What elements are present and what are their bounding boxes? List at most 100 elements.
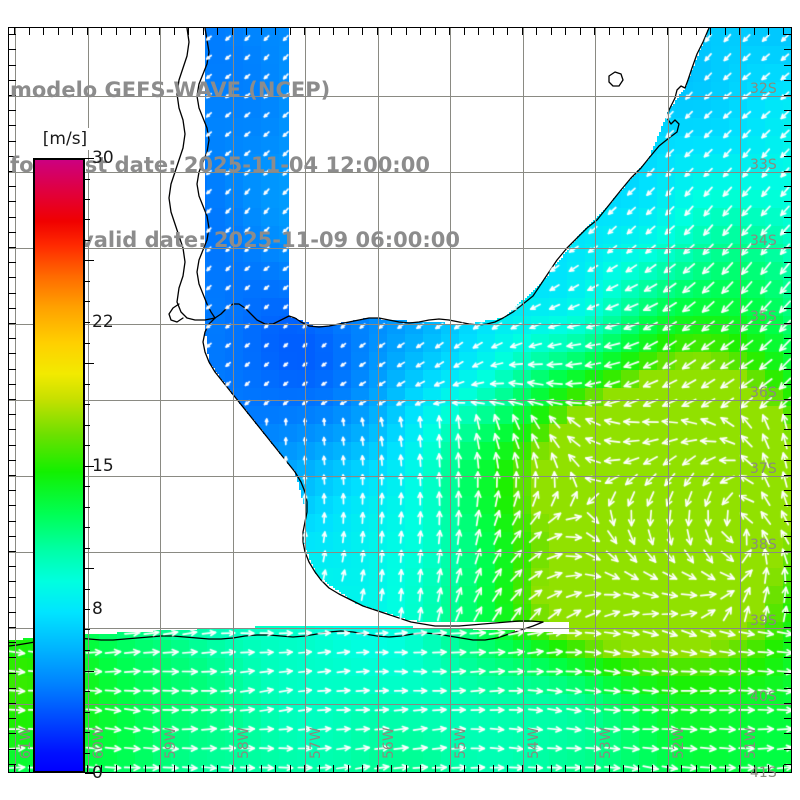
- tick-right: [784, 612, 792, 613]
- tick-bottom: [203, 765, 204, 773]
- tick-left: [8, 505, 16, 506]
- tick-bottom: [275, 765, 276, 773]
- tick-top: [145, 27, 146, 35]
- grid-line-parallel: [9, 628, 791, 629]
- colorbar-minor-tick: [85, 753, 90, 754]
- tick-bottom: [638, 765, 639, 773]
- tick-top: [217, 27, 218, 35]
- tick-right: [784, 95, 792, 96]
- tick-right: [784, 688, 792, 689]
- tick-bottom: [435, 765, 436, 773]
- tick-left: [8, 110, 16, 111]
- tick-right: [784, 703, 792, 704]
- colorbar-minor-tick: [85, 773, 94, 774]
- tick-left: [8, 323, 16, 324]
- tick-right: [784, 764, 792, 765]
- tick-left: [8, 125, 16, 126]
- tick-right: [784, 186, 792, 187]
- colorbar-minor-tick: [85, 179, 90, 180]
- tick-right: [784, 369, 792, 370]
- tick-bottom: [449, 765, 450, 773]
- tick-right: [784, 308, 792, 309]
- tick-bottom: [246, 765, 247, 773]
- tick-top: [116, 27, 117, 35]
- tick-left: [8, 657, 16, 658]
- colorbar-minor-tick: [85, 322, 90, 323]
- colorbar-minor-tick: [85, 671, 94, 672]
- tick-top: [464, 27, 465, 35]
- tick-right: [784, 551, 792, 552]
- tick-top: [246, 27, 247, 35]
- tick-top: [29, 27, 30, 35]
- tick-left: [8, 673, 16, 674]
- tick-right: [784, 110, 792, 111]
- colorbar-minor-tick: [85, 404, 90, 405]
- tick-bottom: [116, 765, 117, 773]
- tick-right: [784, 581, 792, 582]
- colorbar-minor-tick: [85, 732, 90, 733]
- tick-top: [696, 27, 697, 35]
- grid-line-parallel: [9, 172, 791, 173]
- colorbar-unit-label: [m/s]: [32, 128, 98, 150]
- tick-left: [8, 597, 16, 598]
- colorbar-minor-tick: [85, 343, 90, 344]
- tick-right: [784, 384, 792, 385]
- tick-left: [8, 703, 16, 704]
- tick-left: [8, 141, 16, 142]
- tick-right: [784, 627, 792, 628]
- tick-left: [8, 95, 16, 96]
- colorbar-minor-tick: [85, 527, 90, 528]
- tick-bottom: [304, 765, 305, 773]
- colorbar-value-label: 30: [92, 148, 114, 168]
- tick-right: [784, 673, 792, 674]
- tick-left: [8, 627, 16, 628]
- tick-left: [8, 429, 16, 430]
- tick-bottom: [377, 765, 378, 773]
- grid-line-parallel: [9, 476, 791, 477]
- tick-top: [377, 27, 378, 35]
- tick-left: [8, 384, 16, 385]
- tick-bottom: [159, 765, 160, 773]
- tick-bottom: [145, 765, 146, 773]
- tick-bottom: [130, 765, 131, 773]
- tick-bottom: [536, 765, 537, 773]
- tick-bottom: [217, 765, 218, 773]
- tick-top: [130, 27, 131, 35]
- tick-right: [784, 217, 792, 218]
- tick-top: [420, 27, 421, 35]
- tick-bottom: [783, 765, 784, 773]
- tick-top: [493, 27, 494, 35]
- tick-bottom: [710, 765, 711, 773]
- colorbar-minor-tick: [85, 466, 94, 467]
- tick-right: [784, 49, 792, 50]
- tick-right: [784, 566, 792, 567]
- tick-left: [8, 65, 16, 66]
- colorbar-minor-tick: [85, 691, 90, 692]
- tick-left: [8, 642, 16, 643]
- tick-right: [784, 642, 792, 643]
- tick-top: [783, 27, 784, 35]
- tick-left: [8, 490, 16, 491]
- tick-top: [536, 27, 537, 35]
- tick-bottom: [522, 765, 523, 773]
- tick-top: [565, 27, 566, 35]
- grid-line-parallel: [9, 400, 791, 401]
- tick-top: [319, 27, 320, 35]
- tick-bottom: [319, 765, 320, 773]
- tick-top: [174, 27, 175, 35]
- tick-top: [609, 27, 610, 35]
- tick-left: [8, 217, 16, 218]
- tick-bottom: [493, 765, 494, 773]
- tick-top: [725, 27, 726, 35]
- tick-top: [203, 27, 204, 35]
- colorbar-minor-tick: [85, 281, 90, 282]
- colorbar-minor-tick: [85, 445, 90, 446]
- tick-top: [14, 27, 15, 35]
- tick-bottom: [681, 765, 682, 773]
- tick-bottom: [188, 765, 189, 773]
- tick-right: [784, 657, 792, 658]
- tick-right: [784, 247, 792, 248]
- tick-right: [784, 277, 792, 278]
- tick-bottom: [739, 765, 740, 773]
- tick-top: [710, 27, 711, 35]
